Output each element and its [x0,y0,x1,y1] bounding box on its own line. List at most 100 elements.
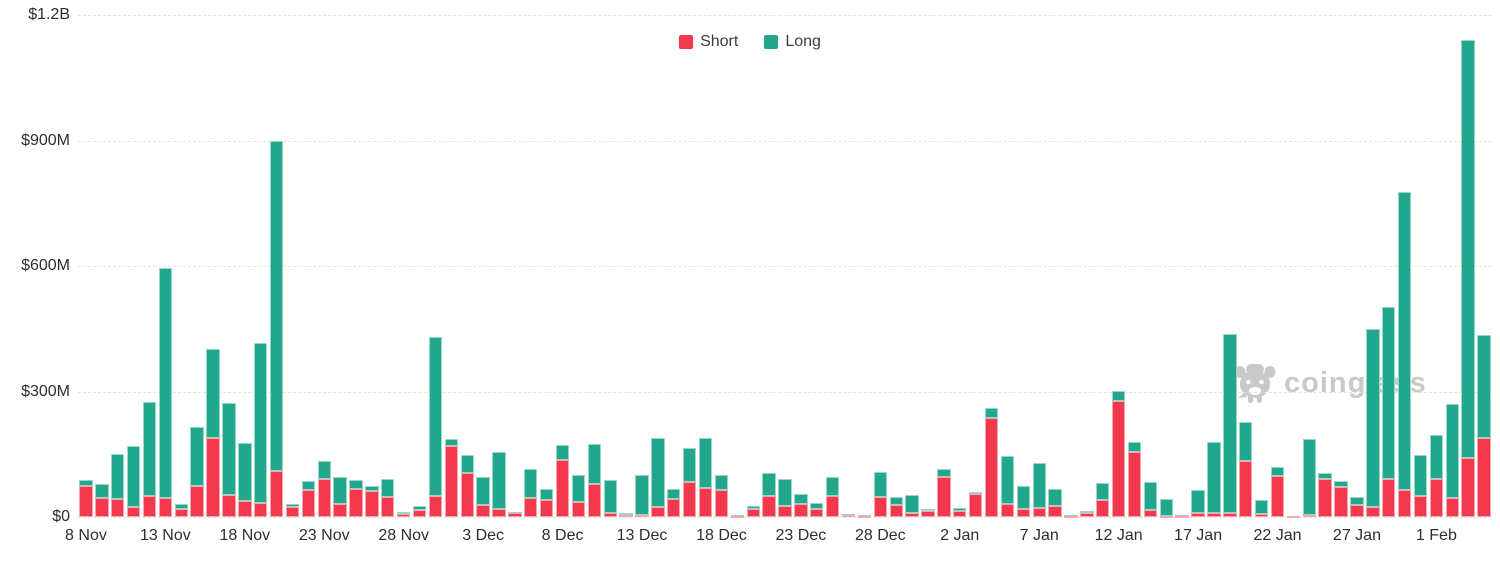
bar-column[interactable] [444,439,459,517]
bar-column[interactable] [492,452,506,517]
legend-item-short[interactable]: Short [679,33,738,51]
short-segment [603,513,617,517]
bar-column[interactable] [1096,482,1110,517]
bar-column[interactable] [984,407,999,517]
bar-column[interactable] [1223,334,1237,517]
bar-column[interactable] [651,437,665,517]
bar-column[interactable] [667,488,681,517]
bar-column[interactable] [587,443,602,517]
bar-column[interactable] [1016,486,1030,517]
bar-column[interactable] [285,504,300,517]
bar-column[interactable] [1445,404,1459,517]
short-segment [1032,508,1046,517]
bar-column[interactable] [174,504,188,517]
bar-column[interactable] [810,502,824,517]
bar-column[interactable] [381,478,395,517]
bar-column[interactable] [79,480,93,517]
bar-column[interactable] [254,342,268,517]
bar-column[interactable] [476,476,490,517]
bar-column[interactable] [460,455,474,517]
bar-column[interactable] [1111,390,1126,517]
bar-column[interactable] [1270,466,1285,517]
bar-column[interactable] [1318,472,1332,517]
bar-column[interactable] [1159,498,1173,518]
bar-column[interactable] [1461,40,1475,517]
bar-column[interactable] [1350,496,1364,517]
bar-column[interactable] [508,511,522,517]
bar-column[interactable] [412,505,427,517]
bar-column[interactable] [158,268,173,517]
bar-column[interactable] [905,494,919,517]
bar-column[interactable] [1175,515,1189,519]
bar-column[interactable] [746,506,760,517]
bar-column[interactable] [1302,438,1316,517]
bar-column[interactable] [349,480,363,517]
short-segment [937,477,951,517]
bar-column[interactable] [1127,441,1142,517]
bar-column[interactable] [1382,307,1396,517]
bar-column[interactable] [95,484,109,517]
bar-column[interactable] [857,515,872,519]
short-segment [1223,512,1237,517]
bar-column[interactable] [1254,499,1269,517]
bar-column[interactable] [953,508,967,517]
bar-column[interactable] [238,442,252,517]
bar-column[interactable] [794,493,808,517]
bar-column[interactable] [1064,514,1078,518]
gridline [78,140,1492,142]
bar-column[interactable] [269,140,284,517]
bar-column[interactable] [1429,434,1444,517]
bar-column[interactable] [825,477,840,517]
bar-column[interactable] [111,454,125,517]
bar-column[interactable] [1048,489,1062,517]
bar-column[interactable] [603,479,617,517]
bar-column[interactable] [126,445,141,517]
bar-column[interactable] [841,514,856,518]
bar-column[interactable] [921,509,935,517]
bar-column[interactable] [1286,515,1301,519]
bar-column[interactable] [1334,480,1348,517]
bar-column[interactable] [682,448,697,517]
bar-column[interactable] [698,438,713,517]
bar-column[interactable] [571,475,586,517]
bar-column[interactable] [937,468,951,517]
bar-column[interactable] [635,475,649,518]
bar-column[interactable] [968,491,983,517]
bar-column[interactable] [142,401,157,517]
bar-column[interactable] [555,445,570,517]
bar-column[interactable] [1207,441,1221,517]
bar-column[interactable] [1080,511,1094,517]
bar-column[interactable] [190,427,204,517]
bar-column[interactable] [397,512,411,517]
bar-column[interactable] [1239,421,1253,517]
bar-column[interactable] [222,403,236,517]
bar-column[interactable] [333,476,347,517]
x-axis-label: 7 Jan [1019,527,1059,544]
bar-column[interactable] [524,469,538,517]
short-segment [1000,503,1015,517]
bar-column[interactable] [539,489,554,517]
bar-column[interactable] [365,486,379,517]
bar-column[interactable] [1397,191,1412,517]
bar-column[interactable] [317,460,331,517]
legend-item-long[interactable]: Long [764,33,821,51]
bar-column[interactable] [1032,463,1046,517]
bar-column[interactable] [619,513,633,518]
bar-column[interactable] [714,475,729,517]
bar-column[interactable] [873,471,887,517]
bar-column[interactable] [1366,329,1380,517]
bar-column[interactable] [730,514,745,518]
bar-column[interactable] [301,481,316,517]
bar-column[interactable] [889,496,903,517]
bar-column[interactable] [778,479,792,517]
bar-column[interactable] [206,348,220,517]
bar-column[interactable] [762,472,776,517]
short-segment [730,515,745,518]
bar-column[interactable] [428,337,443,517]
bar-column[interactable] [1477,335,1491,517]
bar-column[interactable] [1000,455,1015,517]
short-segment [524,498,538,517]
bar-column[interactable] [1143,481,1158,517]
bar-column[interactable] [1191,489,1205,517]
bar-column[interactable] [1413,455,1428,517]
